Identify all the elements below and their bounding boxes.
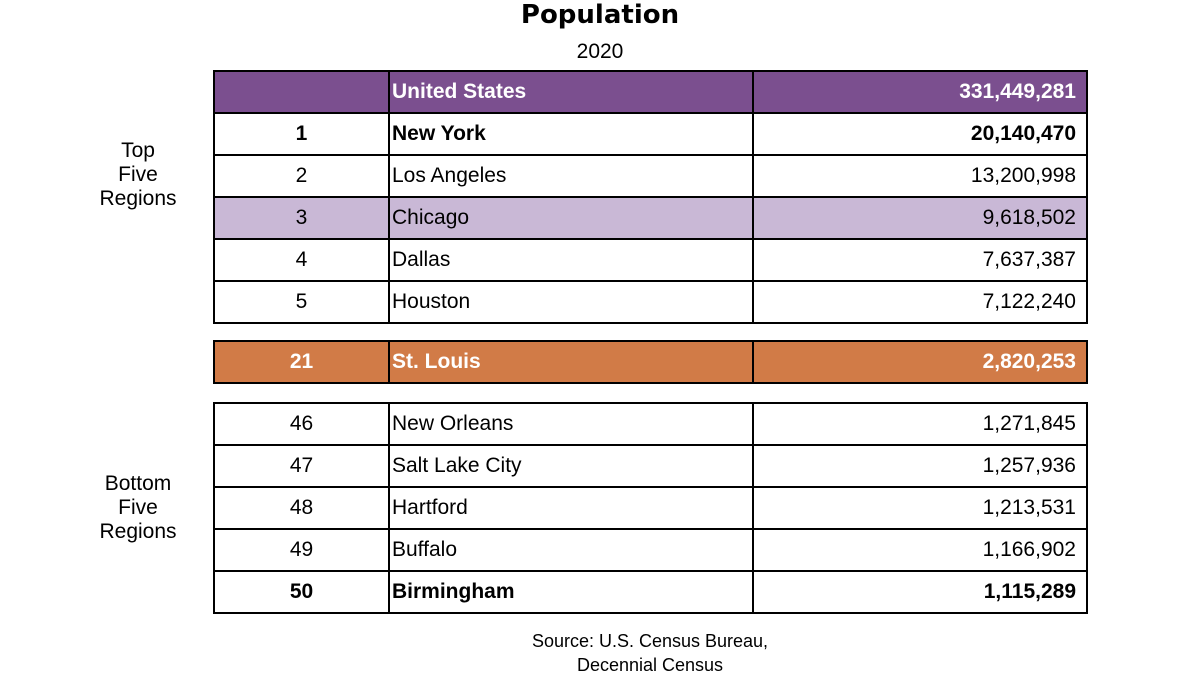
top-five-label-line: Regions <box>99 187 177 210</box>
region-name-cell: St. Louis <box>388 340 754 384</box>
rank-cell: 4 <box>213 238 390 282</box>
population-cell: 1,115,289 <box>752 570 1088 614</box>
table-row-us-total: United States 331,449,281 <box>213 70 1088 114</box>
top-five-label: Top Five Regions <box>78 139 198 211</box>
bottom-five-label-line: Bottom <box>104 472 172 495</box>
table-row: 4 Dallas 7,637,387 <box>213 238 1088 282</box>
region-name-cell: Hartford <box>388 486 754 530</box>
bottom-five-label-line: Five <box>118 496 158 519</box>
population-cell: 1,166,902 <box>752 528 1088 572</box>
rank-cell: 50 <box>213 570 390 614</box>
rank-cell <box>213 70 390 114</box>
top-five-label-line: Top <box>121 139 155 162</box>
bottom-five-table: 46 New Orleans 1,271,845 47 Salt Lake Ci… <box>213 402 1088 614</box>
rank-cell: 46 <box>213 402 390 446</box>
table-row: 49 Buffalo 1,166,902 <box>213 528 1088 572</box>
rank-cell: 21 <box>213 340 390 384</box>
rank-cell: 1 <box>213 112 390 156</box>
source-line: Source: U.S. Census Bureau, <box>531 631 769 651</box>
region-name-cell: Houston <box>388 280 754 324</box>
region-name-cell: Birmingham <box>388 570 754 614</box>
rank-cell: 5 <box>213 280 390 324</box>
population-cell: 13,200,998 <box>752 154 1088 198</box>
table-row: 50 Birmingham 1,115,289 <box>213 570 1088 614</box>
population-cell: 331,449,281 <box>752 70 1088 114</box>
source-line: Decennial Census <box>576 655 724 675</box>
region-name-cell: Buffalo <box>388 528 754 572</box>
table-row: 1 New York 20,140,470 <box>213 112 1088 156</box>
table-row: 48 Hartford 1,213,531 <box>213 486 1088 530</box>
rank-cell: 49 <box>213 528 390 572</box>
source-note: Source: U.S. Census Bureau, Decennial Ce… <box>0 629 1200 677</box>
table-row: 47 Salt Lake City 1,257,936 <box>213 444 1088 488</box>
table-row-focus-region: 21 St. Louis 2,820,253 <box>213 340 1088 384</box>
region-name-cell: New Orleans <box>388 402 754 446</box>
rank-cell: 48 <box>213 486 390 530</box>
population-cell: 1,271,845 <box>752 402 1088 446</box>
population-cell: 1,213,531 <box>752 486 1088 530</box>
focus-region-table: 21 St. Louis 2,820,253 <box>213 340 1088 384</box>
rank-cell: 3 <box>213 196 390 240</box>
rank-cell: 2 <box>213 154 390 198</box>
chart-subtitle: 2020 <box>576 40 624 63</box>
bottom-five-label-line: Regions <box>99 520 177 543</box>
population-cell: 20,140,470 <box>752 112 1088 156</box>
table-row-highlighted: 3 Chicago 9,618,502 <box>213 196 1088 240</box>
table-row: 5 Houston 7,122,240 <box>213 280 1088 324</box>
region-name-cell: Chicago <box>388 196 754 240</box>
region-name-cell: Los Angeles <box>388 154 754 198</box>
rank-cell: 47 <box>213 444 390 488</box>
chart-title: Population <box>520 0 680 30</box>
table-row: 46 New Orleans 1,271,845 <box>213 402 1088 446</box>
population-cell: 2,820,253 <box>752 340 1088 384</box>
region-name-cell: New York <box>388 112 754 156</box>
bottom-five-label: Bottom Five Regions <box>78 472 198 544</box>
population-cell: 7,637,387 <box>752 238 1088 282</box>
region-name-cell: Salt Lake City <box>388 444 754 488</box>
population-cell: 7,122,240 <box>752 280 1088 324</box>
top-five-table: United States 331,449,281 1 New York 20,… <box>213 70 1088 324</box>
region-name-cell: Dallas <box>388 238 754 282</box>
top-five-label-line: Five <box>118 163 158 186</box>
population-cell: 1,257,936 <box>752 444 1088 488</box>
table-row: 2 Los Angeles 13,200,998 <box>213 154 1088 198</box>
region-name-cell: United States <box>388 70 754 114</box>
population-cell: 9,618,502 <box>752 196 1088 240</box>
